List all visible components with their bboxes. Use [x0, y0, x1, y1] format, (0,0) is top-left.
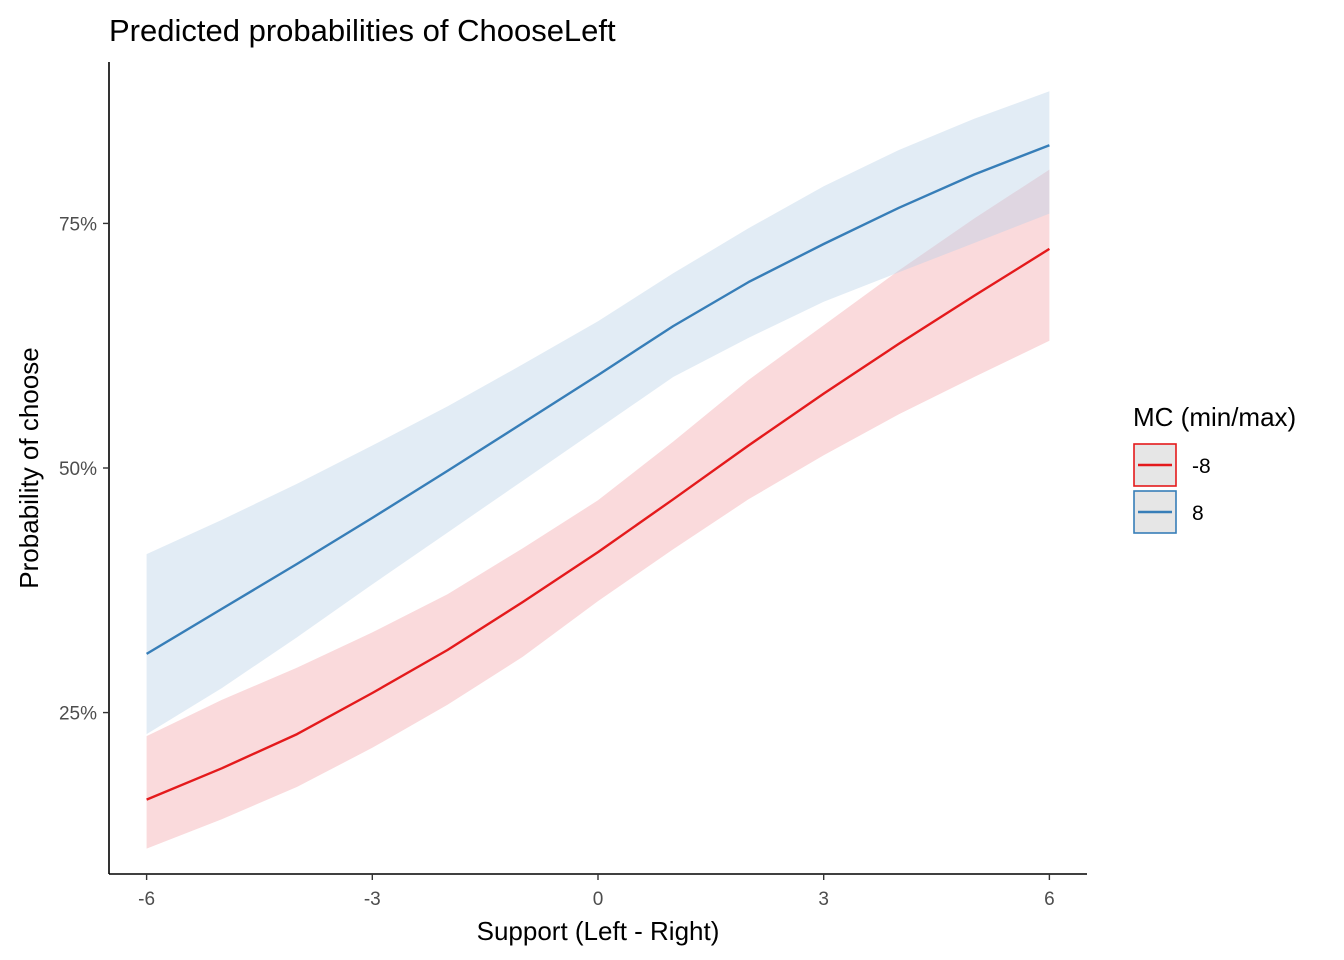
x-tick-label: 0 — [593, 889, 604, 910]
y-tick-label: 25% — [59, 704, 97, 725]
x-axis-title: Support (Left - Right) — [477, 916, 720, 946]
confidence-band-series-0 — [146, 169, 1050, 849]
confidence-bands — [146, 91, 1050, 849]
y-tick-label: 50% — [59, 459, 97, 480]
legend-item-1: 8 — [1133, 490, 1204, 534]
x-axis-ticks: -6 -3 0 3 6 — [138, 874, 1055, 910]
legend-title: MC (min/max) — [1133, 402, 1296, 432]
y-tick-label: 75% — [59, 214, 97, 235]
x-tick-label: -6 — [138, 889, 155, 910]
legend: MC (min/max) -8 8 — [1133, 402, 1296, 534]
x-tick-label: 6 — [1044, 889, 1055, 910]
series-line-1 — [145, 144, 1050, 655]
y-axis-ticks: 25% 50% 75% — [59, 214, 109, 725]
confidence-band-series-1 — [146, 91, 1050, 735]
x-tick-label: 3 — [818, 889, 829, 910]
series-lines — [145, 144, 1051, 801]
series-line-0 — [146, 247, 1051, 801]
legend-label: -8 — [1192, 455, 1211, 478]
legend-label: 8 — [1192, 502, 1204, 525]
legend-item-0: -8 — [1133, 443, 1211, 487]
y-axis-title: Probability of choose — [14, 347, 44, 588]
chart-title: Predicted probabilities of ChooseLeft — [109, 13, 616, 48]
x-tick-label: -3 — [364, 889, 381, 910]
